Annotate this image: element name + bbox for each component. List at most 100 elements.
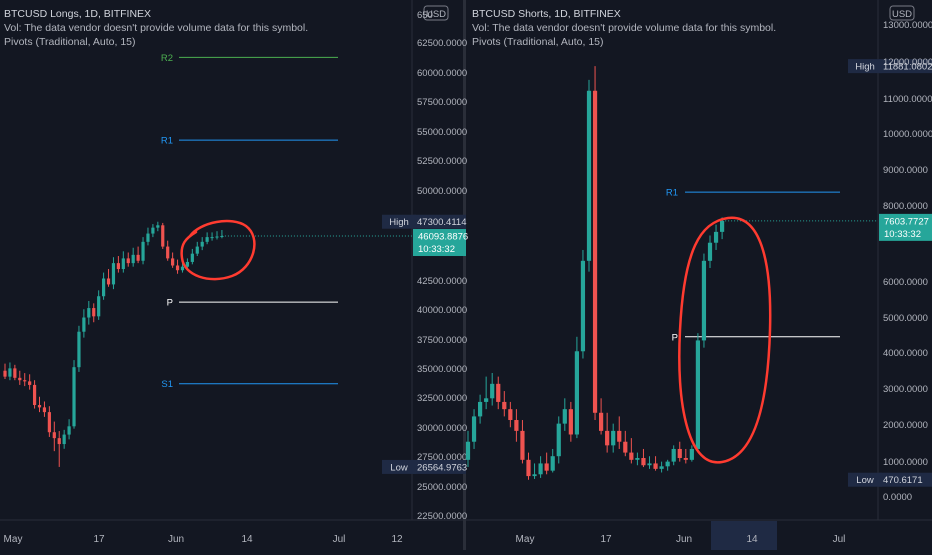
pivot-label-r1: R1 — [161, 136, 173, 147]
time-tick: 17 — [600, 534, 612, 545]
candle-body — [156, 225, 160, 228]
candle-body — [62, 434, 66, 445]
candle-body — [701, 260, 707, 341]
candle-body — [18, 377, 22, 381]
tag-high-name: High — [389, 217, 409, 228]
last-price-tag[interactable] — [879, 213, 932, 241]
candle-body — [200, 241, 204, 247]
pane-longs — [0, 0, 466, 521]
candle-body — [520, 430, 525, 460]
pivot-label-r1: R1 — [666, 188, 678, 199]
price-tick: 22500.0000 — [417, 511, 467, 522]
candle-body — [671, 448, 676, 462]
pane-shorts — [465, 0, 932, 521]
candle-body — [106, 278, 111, 285]
candle-body — [42, 407, 47, 413]
tag-high-name-box — [382, 214, 416, 229]
price-tick: 8000.0000 — [883, 201, 928, 212]
time-tick: 17 — [93, 534, 105, 545]
candle-body — [544, 463, 549, 471]
price-tick: 62500.0000 — [417, 38, 467, 49]
candle-body — [175, 265, 180, 271]
legend-title-left[interactable]: BTCUSD Longs, 1D, BITFINEX — [4, 8, 152, 20]
last-price-countdown: 10:33:32 — [884, 229, 921, 240]
pivot-label-p: P — [672, 332, 678, 343]
candle-body — [195, 246, 199, 254]
price-tick-clipped: 12000.0000 — [883, 57, 932, 68]
candle-body — [166, 246, 170, 259]
candle-body — [37, 405, 42, 408]
pane-divider[interactable] — [463, 0, 466, 550]
time-tick-highlighted: 14 — [746, 534, 758, 545]
candle-body — [47, 412, 51, 433]
candle-body — [532, 474, 537, 477]
candle-body — [653, 463, 658, 469]
tag-high-value: 47300.4114 — [417, 217, 467, 228]
price-tick: 57500.0000 — [417, 97, 467, 108]
candle-body — [586, 90, 592, 261]
candle-body — [13, 368, 17, 378]
price-tick: 9000.0000 — [883, 165, 928, 176]
candle-body — [677, 448, 682, 459]
legend-pivots-right[interactable]: Pivots (Traditional, Auto, 15) — [472, 36, 604, 48]
candle-body — [190, 253, 194, 262]
candle-body — [121, 258, 125, 270]
price-tick: 42500.0000 — [417, 276, 467, 287]
pivot-label-p: P — [167, 298, 173, 309]
candle-body — [617, 430, 622, 442]
time-tick: May — [516, 534, 535, 545]
candle-body — [215, 236, 219, 238]
annotation-circle-right[interactable] — [678, 216, 772, 464]
price-tick: 32500.0000 — [417, 393, 467, 404]
candle-body — [3, 370, 7, 377]
candle-body — [713, 231, 719, 243]
time-tick: 12 — [391, 534, 403, 545]
legend-title-right[interactable]: BTCUSD Shorts, 1D, BITFINEX — [472, 8, 621, 20]
last-price-value: 7603.7727 — [884, 216, 929, 227]
candle-body — [508, 409, 513, 421]
price-tick: 27500.0000 — [417, 452, 467, 463]
candle-body — [67, 426, 71, 435]
currency-badge[interactable] — [889, 5, 915, 21]
candle-body — [665, 461, 670, 467]
price-tick: 3000.0000 — [883, 384, 928, 395]
candle-body — [526, 459, 531, 477]
legend-vol-right: Vol: The data vendor doesn't provide vol… — [472, 22, 777, 34]
candle-body — [126, 258, 130, 264]
price-tick: 60000.0000 — [417, 68, 467, 79]
currency-badge[interactable] — [423, 5, 449, 21]
candle-body — [689, 448, 694, 460]
pivot-label-r2: R2 — [161, 53, 173, 64]
candle-body — [538, 463, 543, 475]
candle-body — [611, 430, 616, 446]
annotation-circle-left[interactable] — [180, 219, 256, 281]
candle-body — [131, 254, 135, 264]
candle-body — [465, 441, 471, 460]
time-tick: Jun — [676, 534, 692, 545]
candle-body — [171, 258, 175, 266]
price-tick: 1000.0000 — [883, 457, 928, 468]
candle-body — [23, 380, 27, 382]
price-tick: 50000.0000 — [417, 186, 467, 197]
tag-high-name-box — [848, 59, 882, 74]
candle-body — [72, 367, 76, 427]
candle-body — [161, 225, 165, 247]
legend-pivots-left[interactable]: Pivots (Traditional, Auto, 15) — [4, 36, 136, 48]
price-tick: 11000.0000 — [883, 94, 932, 105]
time-tick: Jul — [833, 534, 846, 545]
candle-body — [605, 430, 610, 446]
tag-high-value-box — [413, 214, 466, 229]
candle-body — [111, 263, 116, 285]
currency-label[interactable]: USD — [426, 9, 446, 20]
time-axis-highlight — [711, 521, 777, 550]
candle-body — [550, 456, 555, 471]
candle-body — [502, 401, 507, 410]
candle-body — [484, 398, 489, 402]
currency-label[interactable]: USD — [892, 9, 912, 20]
candle-body — [180, 266, 185, 271]
last-price-tag[interactable] — [413, 229, 466, 257]
price-tick: 52500.0000 — [417, 156, 467, 167]
price-tick: 25000.0000 — [417, 482, 467, 493]
